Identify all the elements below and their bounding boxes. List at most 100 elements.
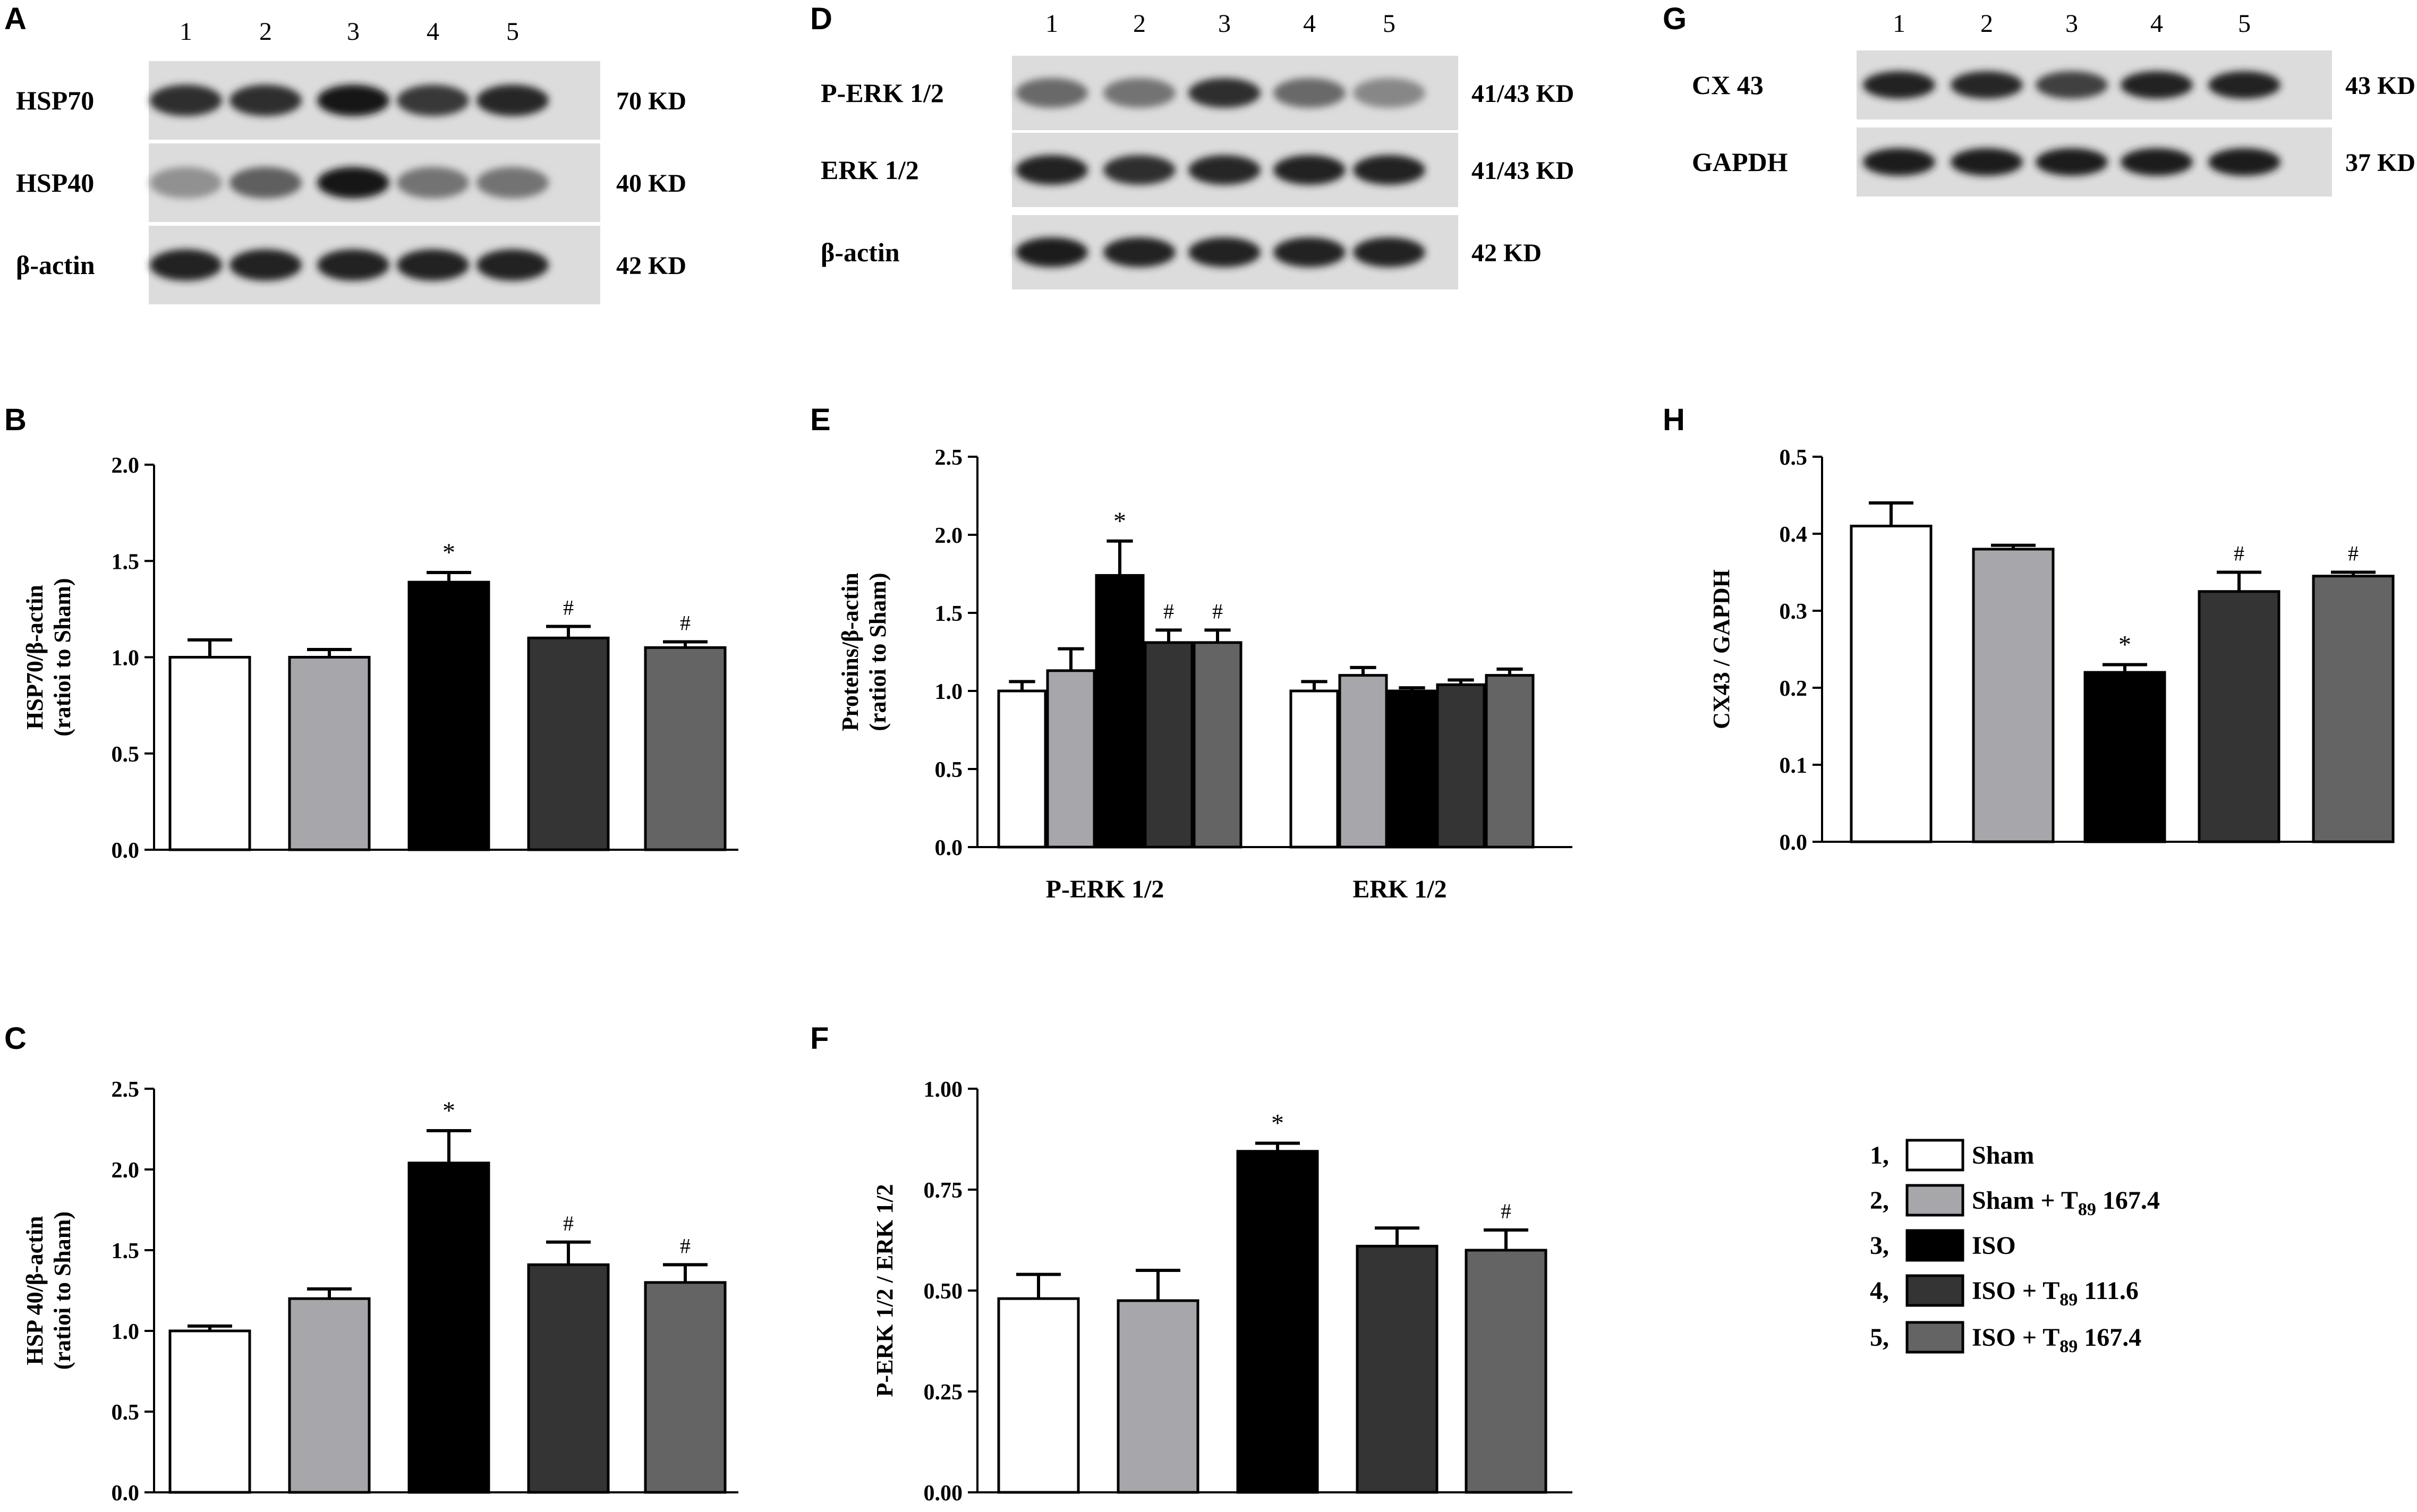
- y-tick-label: 1.5: [112, 1239, 140, 1263]
- bar: [1117, 1299, 1199, 1494]
- bar: [407, 1161, 490, 1494]
- blot-band: [397, 167, 469, 199]
- blot-band: [150, 167, 222, 199]
- panel-letter-C: C: [4, 1021, 27, 1056]
- y-axis-label: (ratioi to Sham): [49, 578, 75, 736]
- legend-label: Sham + T89 167.4: [1972, 1186, 2160, 1219]
- bar: [1236, 1150, 1319, 1494]
- lane-number: 5: [506, 18, 519, 46]
- lane-number: 5: [1383, 10, 1395, 38]
- blot-band: [476, 249, 549, 281]
- blot-band: [317, 249, 389, 281]
- bar: [168, 656, 251, 851]
- bar: [1095, 574, 1145, 849]
- lane-number: 3: [1218, 10, 1231, 38]
- significance-mark: #: [680, 611, 691, 635]
- lane-number: 2: [259, 18, 272, 46]
- blot-protein-label: HSP40: [16, 168, 94, 198]
- blot-protein-label: β-actin: [16, 250, 95, 280]
- legend-label-dose: 167.4: [2096, 1186, 2160, 1215]
- y-tick-label: 1.00: [924, 1078, 963, 1102]
- bar: [1289, 689, 1339, 849]
- bar-chart-B: 0.0 0.5 1.0 1.5 2.0 HSP70/β-actin (ratioi to S…: [22, 454, 738, 863]
- blot-band: [1103, 78, 1176, 108]
- bar: [1485, 674, 1535, 849]
- bar: [1972, 548, 2055, 843]
- y-tick-label: 0.5: [112, 742, 140, 767]
- blot-band: [1273, 78, 1346, 108]
- blot-band: [2121, 71, 2193, 99]
- y-tick-label: 0.4: [1780, 523, 1808, 547]
- blot-band: [2208, 71, 2280, 99]
- blot-band: [1951, 71, 2023, 99]
- y-tick-label: 0.5: [1780, 446, 1808, 470]
- lane-number: 3: [347, 18, 360, 46]
- y-tick-label: 1.5: [935, 602, 963, 626]
- y-tick-label: 0.0: [935, 836, 963, 860]
- blot-size-label: 43 KD: [2345, 72, 2415, 100]
- legend-label: Sham: [1972, 1141, 2034, 1169]
- significance-mark: *: [1271, 1109, 1284, 1138]
- y-tick-label: 2.0: [112, 1158, 140, 1183]
- blot-panel-A: 1 2 3 4 5 HSP70 70 KD HSP40 40 KD β-actin 42 KD: [16, 18, 686, 304]
- blot-size-label: 41/43 KD: [1471, 80, 1574, 108]
- panel-letter-D: D: [810, 2, 832, 36]
- y-tick-label: 0.1: [1780, 754, 1808, 778]
- bar: [527, 1263, 610, 1494]
- panel-letter-B: B: [4, 403, 27, 437]
- panel-letter-H: H: [1663, 403, 1685, 437]
- panel-letter-F: F: [810, 1021, 829, 1056]
- x-category-label: ERK 1/2: [1352, 875, 1446, 903]
- bar: [997, 1297, 1080, 1494]
- lane-number: 1: [1045, 10, 1058, 38]
- legend-label-main: ISO + T: [1972, 1323, 2059, 1352]
- bar: [1387, 689, 1437, 849]
- lane-number: 2: [1980, 10, 1993, 38]
- legend-label: ISO + T89 167.4: [1972, 1323, 2141, 1356]
- legend-label-subscript: 89: [2059, 1337, 2078, 1356]
- legend-swatch: [1905, 1274, 1964, 1307]
- blot-band: [1863, 148, 1935, 176]
- legend-item: 5, ISO + T89 167.4: [1870, 1321, 2141, 1356]
- blot-band: [1103, 237, 1176, 267]
- blot-band: [1188, 78, 1261, 108]
- y-tick-label: 2.5: [112, 1078, 140, 1102]
- bar: [1193, 641, 1242, 849]
- blot-size-label: 40 KD: [616, 169, 686, 198]
- bar: [288, 1297, 371, 1494]
- y-tick-label: 1.0: [112, 646, 140, 671]
- blot-panel-G: 1 2 3 4 5 CX 43 43 KD GAPDH 37 KD: [1692, 10, 2415, 197]
- legend-label-subscript: 89: [2078, 1200, 2096, 1219]
- y-axis-label: P-ERK 1/2 / ERK 1/2: [872, 1184, 898, 1397]
- y-axis-label: (ratioi to Sham): [865, 573, 891, 731]
- bar-chart-H: 0.0 0.1 0.2 0.3 0.4 0.5 CX43 / GAPDH * # #: [1708, 446, 2395, 855]
- legend-label-main: ISO + T: [1972, 1277, 2059, 1305]
- blot-band: [229, 167, 302, 199]
- lane-number: 1: [1893, 10, 1905, 38]
- bar: [644, 646, 727, 851]
- bar: [1850, 525, 1933, 843]
- blot-band: [317, 84, 389, 116]
- blot-band: [1863, 71, 1935, 99]
- blot-band: [317, 167, 389, 199]
- y-tick-label: 2.5: [935, 446, 963, 470]
- y-tick-label: 0.5: [112, 1400, 140, 1425]
- y-tick-label: 0.5: [935, 758, 963, 782]
- bar: [2198, 590, 2280, 843]
- blot-band: [1016, 155, 1088, 185]
- legend-number: 2,: [1870, 1186, 1889, 1215]
- legend-item: 3, ISO: [1870, 1229, 2016, 1262]
- y-tick-label: 0.0: [1780, 831, 1808, 855]
- y-axis-label: CX43 / GAPDH: [1708, 569, 1734, 729]
- bar: [2083, 671, 2166, 843]
- lane-number: 2: [1133, 10, 1146, 38]
- blot-band: [2036, 71, 2108, 99]
- blot-band: [150, 249, 222, 281]
- blot-size-label: 70 KD: [616, 87, 686, 115]
- blot-band: [1353, 237, 1425, 267]
- bar: [1465, 1249, 1547, 1494]
- bar-chart-E: 0.0 0.5 1.0 1.5 2.0 2.5 Proteins/β-actin (ratio…: [837, 446, 1572, 903]
- blot-protein-label: CX 43: [1692, 70, 1764, 100]
- y-tick-label: 0.0: [112, 839, 140, 863]
- blot-band: [1016, 78, 1088, 108]
